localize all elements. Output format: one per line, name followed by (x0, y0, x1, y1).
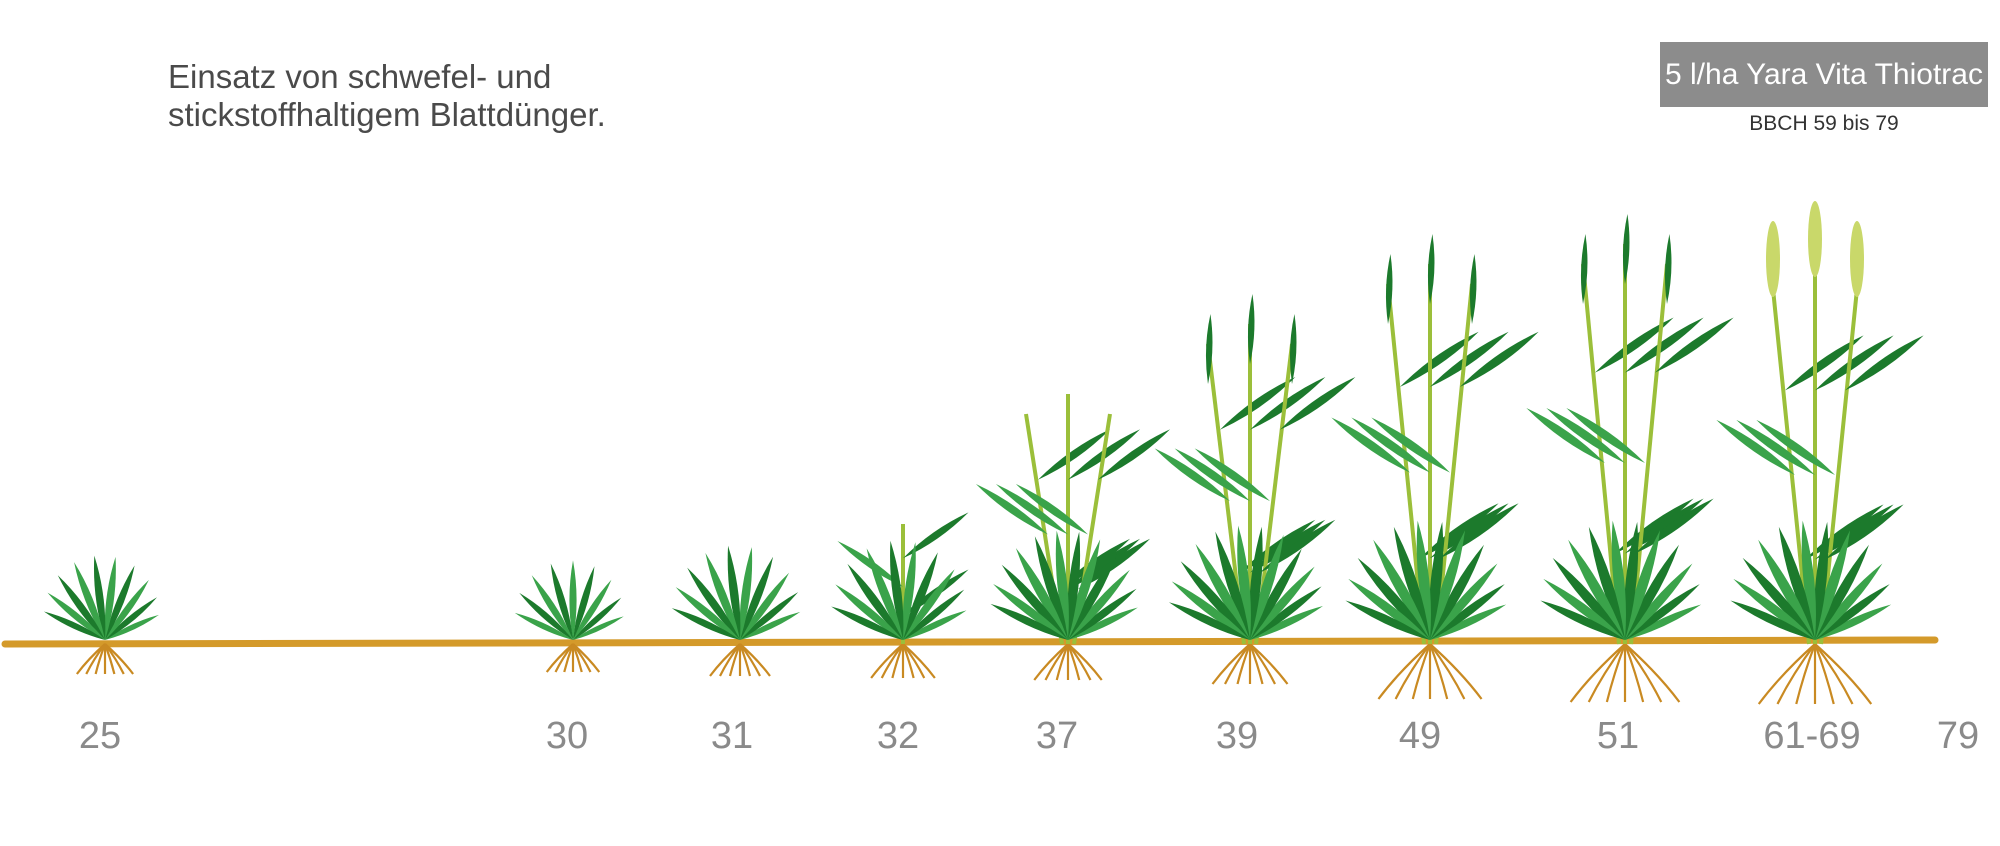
soil-surface (1, 636, 1939, 648)
plant-stage-25 (43, 555, 159, 675)
diagram-title: Einsatz von schwefel- und stickstoffhalt… (168, 58, 606, 134)
title-line-1: Einsatz von schwefel- und (168, 58, 552, 95)
stage-label-37: 37 (1035, 715, 1079, 757)
plant-stage-31 (671, 545, 801, 677)
stage-label-51: 51 (1596, 715, 1640, 757)
stage-label-79: 79 (1936, 715, 1980, 757)
plant-stage-49 (1331, 234, 1539, 700)
title-line-2: stickstoffhaltigem Blattdünger. (168, 96, 606, 133)
dosage-badge: 5 l/ha Yara Vita Thiotrac (1660, 42, 1988, 107)
plant-stage-61-69 (1716, 201, 1924, 705)
plant-stage-39 (1154, 294, 1356, 685)
dosage-badge-label: 5 l/ha Yara Vita Thiotrac (1665, 57, 1983, 91)
stage-label-39: 39 (1215, 715, 1259, 757)
plant-stage-30 (514, 560, 624, 673)
plant-stage-51 (1526, 214, 1734, 703)
stage-label-30: 30 (545, 715, 589, 757)
plant-stage-32 (831, 512, 969, 679)
stage-label-32: 32 (876, 715, 920, 757)
stage-label-61-69: 61-69 (1763, 715, 1861, 757)
soil-line (1, 636, 1939, 648)
plants-group (43, 201, 1924, 705)
stage-label-25: 25 (78, 715, 122, 757)
stage-label-49: 49 (1398, 715, 1442, 757)
application-window-label: BBCH 59 bis 79 (1749, 112, 1899, 135)
plant-stage-37 (975, 394, 1171, 681)
stage-label-31: 31 (710, 715, 754, 757)
